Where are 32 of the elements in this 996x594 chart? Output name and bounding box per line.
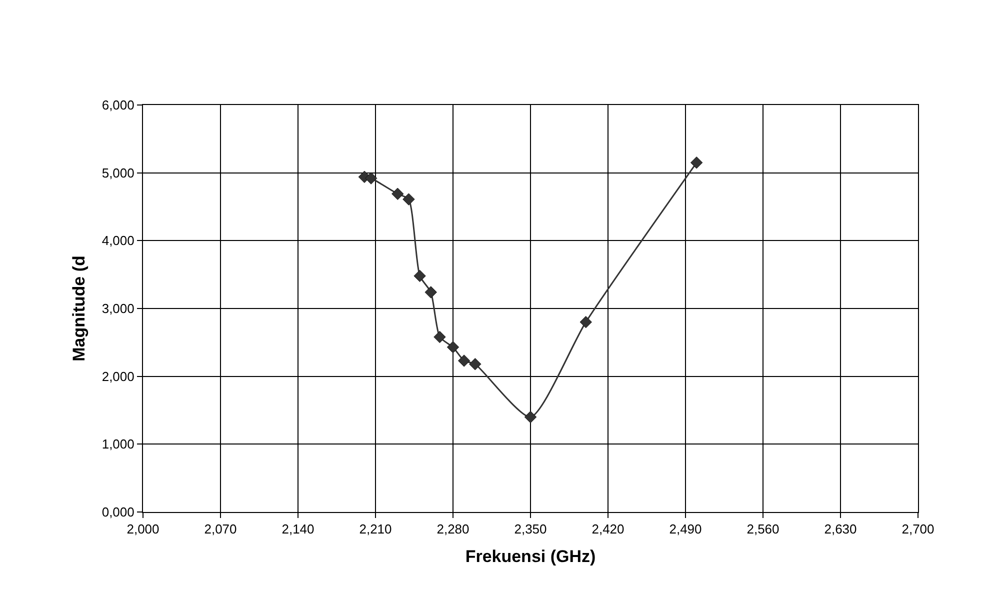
point bbox=[580, 316, 592, 328]
point bbox=[392, 188, 404, 200]
x-tick-label: 2,210 bbox=[359, 522, 392, 537]
y-tick-label: 2,000 bbox=[102, 368, 134, 384]
y-tick-label: 4,000 bbox=[102, 233, 134, 248]
point bbox=[434, 330, 446, 344]
x-axis-title: Frekuensi (GHz) bbox=[465, 547, 596, 566]
point bbox=[458, 354, 470, 367]
y-tick-label: 5,000 bbox=[102, 165, 134, 180]
point bbox=[414, 270, 426, 282]
y-tick-label: 6,000 bbox=[102, 98, 134, 113]
point bbox=[402, 193, 415, 206]
y-tick-label: 1,000 bbox=[102, 436, 134, 452]
x-tick-label: 2,000 bbox=[126, 522, 160, 537]
x-tick-label: 2,490 bbox=[669, 522, 702, 537]
point bbox=[364, 172, 378, 184]
x-tick-label: 2,700 bbox=[902, 522, 934, 537]
x-tick-label: 2,140 bbox=[282, 522, 314, 537]
y-axis-title: Magnitude (d bbox=[69, 256, 88, 362]
point bbox=[524, 410, 537, 424]
point bbox=[469, 358, 482, 370]
x-tick-label: 2,070 bbox=[204, 522, 237, 537]
x-tick-label: 2,280 bbox=[436, 522, 470, 537]
y-tick-label: 0,000 bbox=[102, 504, 134, 520]
x-tick-label: 2,420 bbox=[592, 522, 624, 537]
point bbox=[446, 341, 460, 354]
point bbox=[690, 156, 703, 169]
x-tick-label: 2,630 bbox=[824, 522, 857, 537]
point bbox=[424, 286, 437, 298]
y-tick-label: 3,000 bbox=[102, 301, 134, 316]
x-tick-label: 2,350 bbox=[514, 522, 547, 537]
x-tick-label: 2,560 bbox=[746, 522, 780, 537]
